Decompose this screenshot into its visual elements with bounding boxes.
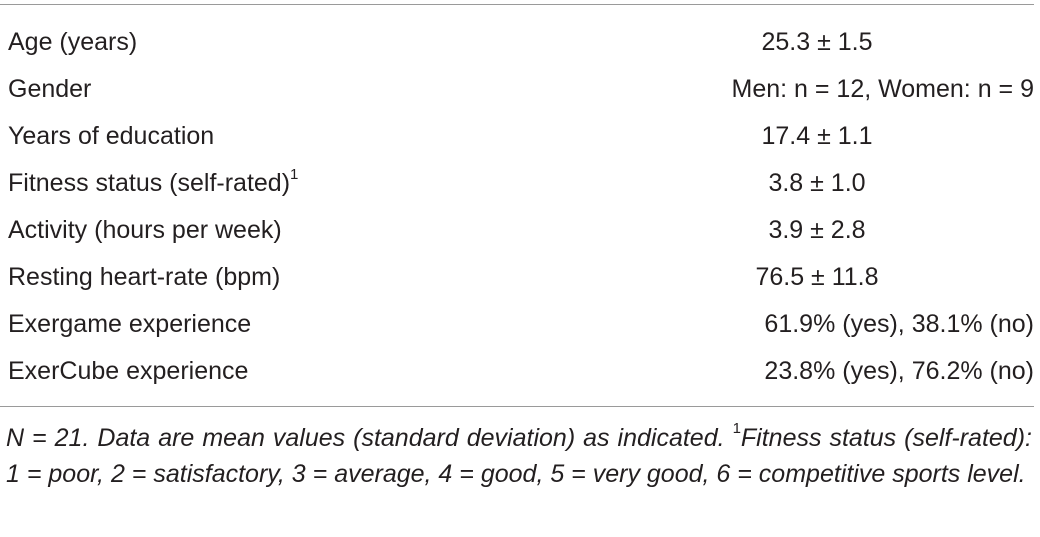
table-row: Exergame experience 61.9% (yes), 38.1% (… <box>0 301 1034 348</box>
row-label: Fitness status (self-rated)1 <box>8 160 298 207</box>
table-top-rule <box>0 4 1034 5</box>
row-label: ExerCube experience <box>8 357 249 385</box>
table-row: Age (years) 25.3 ± 1.5 <box>0 19 1034 66</box>
row-label: Years of education <box>8 122 215 150</box>
row-value: Men: n = 12, Women: n = 9 <box>731 75 1035 103</box>
table-row: Gender Men: n = 12, Women: n = 9 <box>0 66 1034 113</box>
row-label: Gender <box>8 75 92 103</box>
table-footnote: N = 21. Data are mean values (standard d… <box>6 420 1032 492</box>
row-value: 76.5 ± 11.8 <box>755 263 879 291</box>
footnote-marker: 1 <box>732 419 741 437</box>
row-value: 17.4 ± 1.1 <box>761 122 873 150</box>
table-row: Activity (hours per week) 3.9 ± 2.8 <box>0 207 1034 254</box>
footnote-marker: 1 <box>290 165 299 183</box>
row-value: 23.8% (yes), 76.2% (no) <box>764 357 1034 385</box>
row-label: Activity (hours per week) <box>8 216 282 244</box>
row-value: 25.3 ± 1.5 <box>761 28 873 56</box>
row-label: Age (years) <box>8 28 138 56</box>
footnote-text-2: Fitness status (self-rated): 1 = poor, 2… <box>6 424 1032 488</box>
row-label: Resting heart-rate (bpm) <box>8 263 281 291</box>
table-row: Years of education 17.4 ± 1.1 <box>0 113 1034 160</box>
table-row: Resting heart-rate (bpm) 76.5 ± 11.8 <box>0 254 1034 301</box>
row-value: 3.9 ± 2.8 <box>768 216 866 244</box>
table-row: ExerCube experience 23.8% (yes), 76.2% (… <box>0 348 1034 395</box>
footnote-text-1: N = 21. Data are mean values (standard d… <box>6 424 733 452</box>
table-bottom-rule <box>0 406 1034 407</box>
table-row: Fitness status (self-rated)1 3.8 ± 1.0 <box>0 160 1034 207</box>
row-value: 61.9% (yes), 38.1% (no) <box>764 310 1034 338</box>
row-label: Exergame experience <box>8 310 252 338</box>
row-label-text: Fitness status (self-rated) <box>8 169 291 197</box>
row-value: 3.8 ± 1.0 <box>768 169 866 197</box>
